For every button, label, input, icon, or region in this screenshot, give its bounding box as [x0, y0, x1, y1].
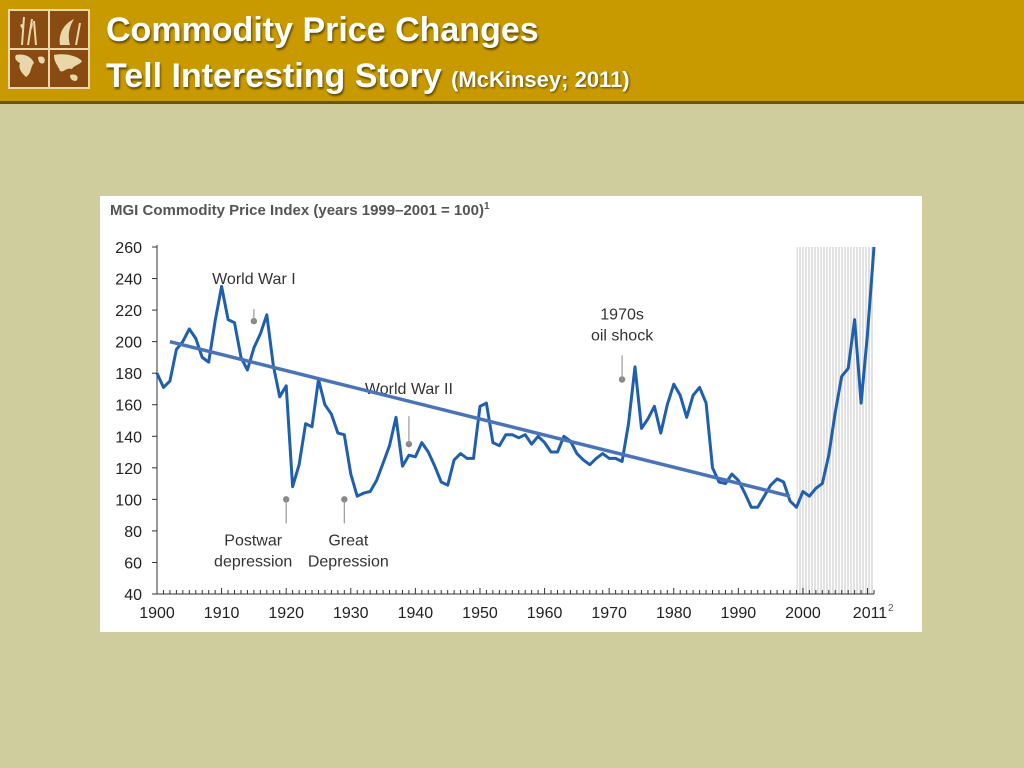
y-tick-label: 200: [115, 335, 142, 352]
x-tick-label: 1930: [333, 605, 369, 622]
commodity-price-chart: MGI Commodity Price Index (years 1999–20…: [110, 201, 894, 622]
x-tick-label: 1990: [721, 605, 757, 622]
chart-title-text: MGI Commodity Price Index (years 1999–20…: [110, 202, 484, 219]
page-title-line-1: Commodity Price Changes: [106, 11, 539, 49]
annotation-label: Great Depression: [308, 532, 389, 570]
annotation-label: 1970s oil shock: [591, 306, 654, 344]
annotation-label-line: Great: [328, 532, 369, 549]
annotation-label-line: oil shock: [591, 327, 654, 344]
annotation-label-line: 1970s: [600, 306, 644, 323]
page-title-line-2: Tell Interesting Story (McKinsey; 2011): [106, 57, 630, 99]
x-tick-label: 1970: [591, 605, 627, 622]
annotation-label: Postwar depression: [214, 532, 292, 570]
chart-title-footnote: 1: [484, 201, 490, 212]
annotation-marker: [250, 317, 258, 325]
annotation-label-line: Depression: [308, 553, 389, 570]
header-bar: Commodity Price Changes Tell Interesting…: [0, 0, 1024, 104]
x-tick-label: 2000: [785, 605, 821, 622]
chart-panel: MGI Commodity Price Index (years 1999–20…: [100, 196, 922, 632]
y-tick-label: 220: [115, 303, 142, 320]
y-tick-label: 120: [115, 461, 142, 478]
x-tick-label: 1950: [462, 605, 498, 622]
annotation-label: World War I: [212, 271, 296, 288]
x-tick-label: 1960: [527, 605, 563, 622]
annotation-label-line: depression: [214, 553, 292, 570]
annotation-label-line: Postwar: [224, 532, 282, 549]
annotation-label-line: World War I: [212, 271, 296, 288]
trend-line: [169, 339, 791, 498]
page-title-line-2-text: Tell Interesting Story: [106, 57, 442, 95]
y-tick-label: 40: [124, 587, 142, 604]
x-tick-label: 1920: [268, 605, 304, 622]
y-tick-label: 180: [115, 366, 142, 383]
x-tick-label: 1940: [398, 605, 434, 622]
y-tick-label: 260: [115, 240, 142, 257]
world-map-crops-logo-icon: [8, 9, 90, 89]
y-tick-label: 60: [124, 555, 142, 572]
y-tick-label: 100: [115, 492, 142, 509]
chart-title: MGI Commodity Price Index (years 1999–20…: [110, 201, 490, 219]
x-tick-label: 1910: [204, 605, 240, 622]
title-citation: (McKinsey; 2011): [451, 67, 630, 92]
y-tick-label: 140: [115, 429, 142, 446]
y-tick-label: 160: [115, 398, 142, 415]
annotation-label: World War II: [365, 381, 453, 398]
x-tick-label: 1900: [139, 605, 175, 622]
x-tick-footnote: 2: [888, 603, 894, 614]
y-tick-label: 240: [115, 272, 142, 289]
x-tick-label: 1980: [656, 605, 692, 622]
x-tick-label-2011: 2011: [853, 605, 888, 622]
y-tick-label: 80: [124, 524, 142, 541]
annotation-label-line: World War II: [365, 381, 453, 398]
price-index-line: [155, 246, 876, 509]
